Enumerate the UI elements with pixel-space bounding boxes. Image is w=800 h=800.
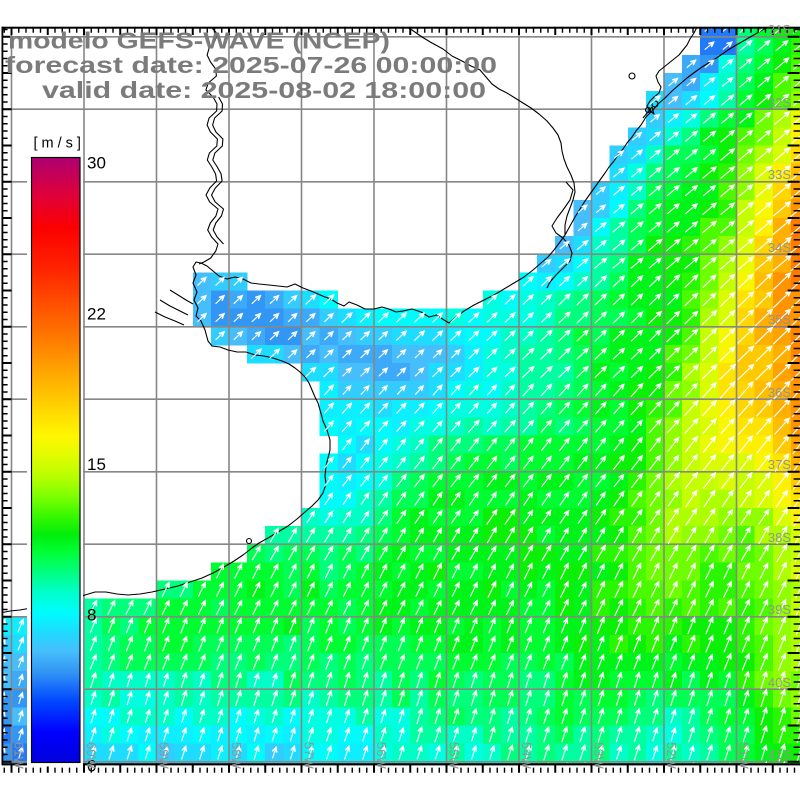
svg-text:37S: 37S xyxy=(768,457,791,472)
svg-text:55W: 55W xyxy=(447,742,462,769)
svg-text:38S: 38S xyxy=(768,530,791,545)
svg-text:30: 30 xyxy=(87,154,106,173)
svg-text:58W: 58W xyxy=(229,742,244,769)
svg-text:59W: 59W xyxy=(157,742,172,769)
svg-text:8: 8 xyxy=(87,606,96,625)
svg-text:56W: 56W xyxy=(374,742,389,769)
svg-text:53W: 53W xyxy=(592,742,607,769)
svg-text:modelo GEFS-WAVE (NCEP): modelo GEFS-WAVE (NCEP) xyxy=(8,28,390,54)
svg-text:40S: 40S xyxy=(768,675,791,690)
svg-text:forecast date: 2025-07-26 00:0: forecast date: 2025-07-26 00:00:00 xyxy=(5,52,497,78)
svg-text:61W: 61W xyxy=(12,742,27,769)
svg-text:32S: 32S xyxy=(768,95,791,110)
svg-text:41S: 41S xyxy=(768,747,791,762)
svg-text:57W: 57W xyxy=(302,742,317,769)
svg-text:35S: 35S xyxy=(768,312,791,327)
svg-text:52W: 52W xyxy=(664,742,679,769)
svg-text:54W: 54W xyxy=(519,742,534,769)
svg-text:31S: 31S xyxy=(768,22,791,37)
svg-text:22: 22 xyxy=(87,304,106,323)
svg-text:15: 15 xyxy=(87,455,106,474)
svg-text:[m/s]: [m/s] xyxy=(34,136,85,152)
svg-text:39S: 39S xyxy=(768,602,791,617)
svg-text:34S: 34S xyxy=(768,240,791,255)
svg-text:0: 0 xyxy=(87,756,96,775)
svg-text:60W: 60W xyxy=(84,742,99,769)
svg-text:36S: 36S xyxy=(768,385,791,400)
svg-text:51W: 51W xyxy=(737,742,752,769)
svg-text:33S: 33S xyxy=(768,167,791,182)
svg-text:valid date: 2025-08-02 18:00:0: valid date: 2025-08-02 18:00:00 xyxy=(42,77,486,103)
